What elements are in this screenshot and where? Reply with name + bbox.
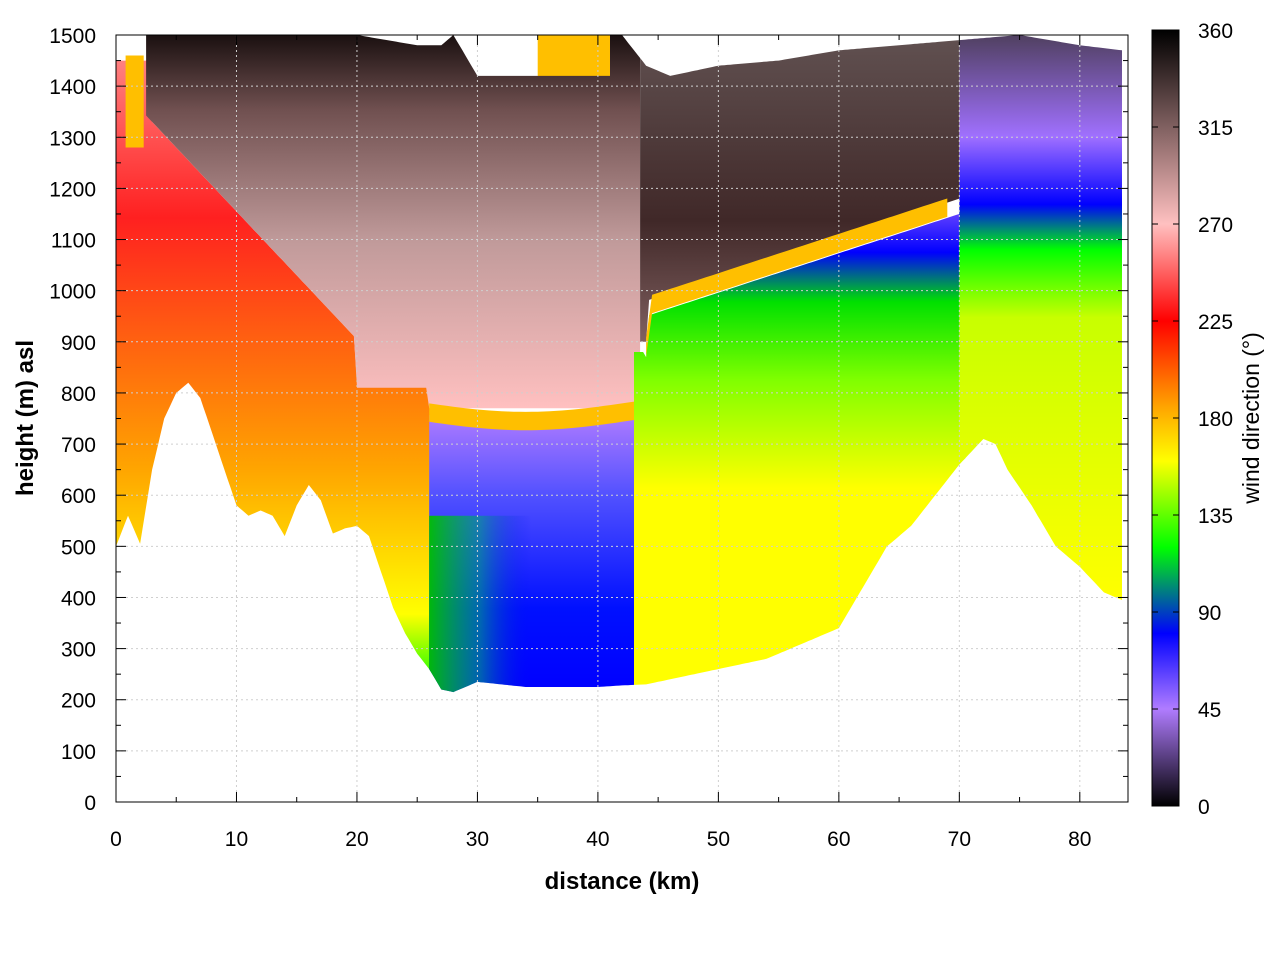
wind-field — [116, 35, 1122, 693]
colorbar-tick-label: 0 — [1198, 796, 1210, 819]
grid — [116, 35, 1128, 802]
region-upper-westerly — [146, 35, 641, 409]
x-tick-label: 30 — [466, 828, 489, 851]
region-basin-east-flow — [634, 193, 966, 685]
inversion-band-west — [429, 401, 634, 431]
x-axis-title: distance (km) — [545, 868, 700, 895]
y-tick-label: 1500 — [49, 25, 96, 48]
x-tick-label: 20 — [345, 828, 368, 851]
y-axis-title: height (m) asl — [12, 340, 39, 496]
colorbar-title: wind direction (°) — [1238, 332, 1264, 505]
y-tick-label: 800 — [61, 383, 96, 406]
colorbar-tick-label: 90 — [1198, 602, 1221, 625]
y-tick-label: 1000 — [49, 281, 96, 304]
inversion-band-east — [646, 198, 948, 357]
x-tick-label: 10 — [225, 828, 248, 851]
y-tick-label: 700 — [61, 434, 96, 457]
y-tick-label: 0 — [84, 792, 96, 815]
colorbar: 0 45 90 135 180 225 270 315 360 wind direction (… — [1151, 20, 1264, 819]
x-tick-label: 50 — [707, 828, 730, 851]
colorbar-tick-label: 315 — [1198, 117, 1233, 140]
top-band-center — [537, 35, 610, 76]
x-tick-label: 0 — [110, 828, 122, 851]
y-tick-label: 1200 — [49, 178, 96, 201]
y-tick-label: 400 — [61, 587, 96, 610]
colorbar-tick-label: 270 — [1198, 214, 1233, 237]
colorbar-tick-label: 45 — [1198, 699, 1221, 722]
colorbar-tick-label: 360 — [1198, 20, 1233, 43]
y-tick-label: 300 — [61, 639, 96, 662]
y-tick-label: 200 — [61, 690, 96, 713]
y-tick-label: 1300 — [49, 127, 96, 150]
y-tick-label: 1100 — [51, 230, 96, 253]
region-upper-north-flow — [640, 40, 960, 342]
x-tick-label: 60 — [827, 828, 850, 851]
y-tick-label: 600 — [61, 485, 96, 508]
x-axis: 0 10 20 30 40 50 60 70 80 — [110, 35, 1091, 851]
region-east-slope-flow — [959, 35, 1122, 600]
y-tick-label: 100 — [61, 741, 96, 764]
colorbar-tick-label: 225 — [1198, 311, 1233, 334]
region-west-ridge-flow — [116, 60, 442, 690]
edge-band-left — [125, 55, 144, 148]
x-tick-label: 40 — [586, 828, 609, 851]
y-tick-label: 900 — [61, 332, 96, 355]
x-tick-label: 70 — [948, 828, 971, 851]
y-tick-label: 500 — [61, 536, 96, 559]
y-tick-label: 1400 — [49, 76, 96, 99]
region-basin-west-green — [429, 515, 634, 693]
x-tick-label: 80 — [1068, 828, 1091, 851]
colorbar-tick-label: 135 — [1198, 505, 1233, 528]
y-axis: 0 100 200 300 400 500 600 700 800 900 1000 1100 1200… — [49, 25, 1128, 815]
colorbar-tick-label: 180 — [1198, 408, 1233, 431]
